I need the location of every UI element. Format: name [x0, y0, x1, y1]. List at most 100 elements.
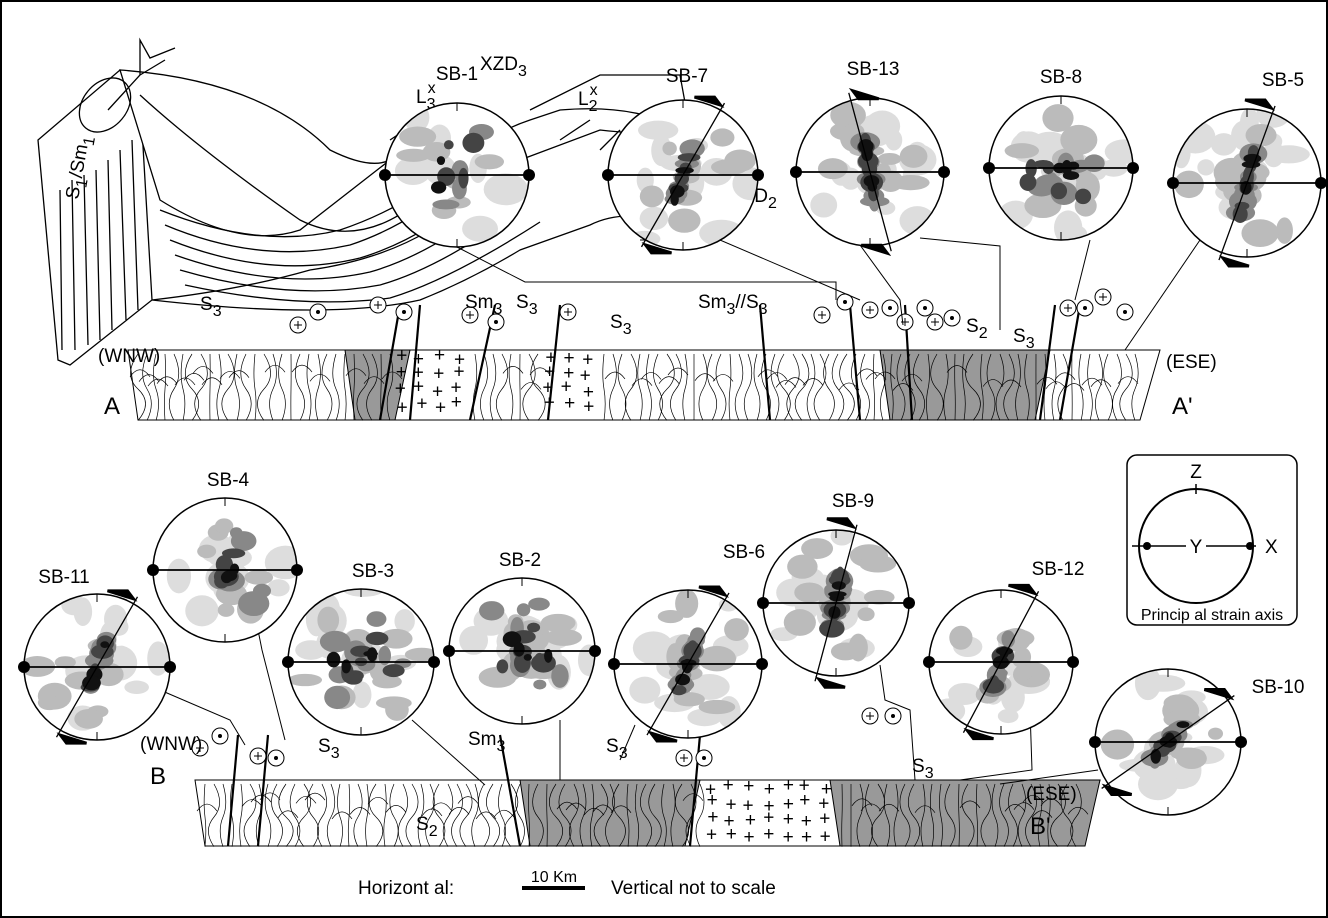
pluton-cross: +	[801, 827, 812, 848]
pluton-cross: +	[743, 827, 754, 848]
density-blob	[533, 680, 546, 690]
density-blob	[545, 629, 582, 646]
density-blob	[437, 156, 445, 165]
net-point	[757, 597, 769, 609]
label-base: S	[200, 294, 213, 315]
density-blob	[998, 709, 1019, 723]
pluton-cross: +	[395, 378, 406, 399]
density-blob	[668, 208, 700, 232]
density-blob	[662, 142, 676, 156]
density-blob	[353, 681, 372, 708]
kinematic-mark	[702, 756, 706, 760]
density-blob	[1005, 143, 1039, 158]
density-blob	[1197, 159, 1214, 175]
pluton-cross: +	[564, 393, 575, 414]
net-point	[428, 656, 440, 668]
label-base: S	[1013, 326, 1026, 347]
density-blob	[327, 652, 341, 668]
density-blob	[288, 674, 322, 686]
net-label: SB-6	[723, 542, 765, 563]
density-blob	[996, 647, 1013, 655]
net-point	[1167, 177, 1179, 189]
density-blob	[1075, 189, 1091, 205]
pluton-cross: +	[706, 825, 717, 846]
net-point	[147, 564, 159, 576]
legend-label: Y	[1190, 537, 1203, 558]
label-sup: x	[590, 82, 598, 99]
pluton-cross: +	[451, 392, 462, 413]
net-point	[291, 564, 303, 576]
pluton-cross: +	[435, 397, 446, 418]
net-label: SB-11	[38, 567, 89, 588]
density-blob	[462, 133, 484, 153]
net-point	[903, 597, 915, 609]
density-blob	[1013, 655, 1028, 668]
scale-bar-label: 10 Km	[531, 869, 577, 886]
kinematic-mark	[1083, 306, 1087, 310]
density-blob	[671, 685, 686, 695]
pluton-cross: +	[783, 775, 794, 796]
net-point	[18, 661, 30, 673]
density-blob	[878, 153, 901, 165]
density-blob	[444, 140, 454, 149]
density-blob	[658, 610, 684, 623]
density-blob	[849, 634, 868, 662]
label-sub: 3	[619, 745, 628, 762]
label-sub: 3	[518, 63, 527, 80]
kinematic-mark	[891, 714, 895, 718]
label-sub: 3	[727, 301, 736, 318]
label-base: S	[516, 292, 529, 313]
density-blob	[317, 607, 339, 634]
density-blob	[640, 185, 664, 207]
net-point	[589, 645, 601, 657]
label-sub: 3	[331, 745, 340, 762]
net-point	[1089, 736, 1101, 748]
pluton-cross: +	[763, 824, 774, 845]
density-blob	[1176, 748, 1207, 769]
density-blob	[383, 664, 405, 677]
pluton-cross: +	[583, 397, 594, 418]
pluton-cross: +	[726, 824, 737, 845]
kinematic-mark	[888, 306, 892, 310]
direction: (WNW)	[140, 734, 202, 755]
net-label: SB-5	[1262, 70, 1304, 91]
density-blob	[514, 642, 525, 656]
density-blob	[1084, 154, 1105, 172]
density-blob	[784, 609, 816, 636]
legend-label: X	[1265, 537, 1278, 558]
density-blob	[859, 555, 896, 572]
net-point	[282, 656, 294, 668]
kinematic-mark	[1123, 310, 1127, 314]
density-blob	[528, 598, 550, 611]
net-point	[443, 645, 455, 657]
net-point	[756, 658, 768, 670]
pluton-cross: +	[416, 393, 427, 414]
net-point	[752, 169, 764, 181]
net-label: SB-3	[352, 561, 394, 582]
direction: (WNW)	[98, 346, 160, 367]
label-sub: 3	[925, 765, 934, 782]
density-blob	[1034, 160, 1053, 168]
density-blob	[1177, 721, 1190, 728]
density-blob	[124, 681, 149, 694]
label-sub: 2	[589, 98, 598, 115]
density-blob	[527, 623, 540, 633]
density-blob	[475, 154, 504, 169]
net-label: SB-13	[847, 59, 900, 80]
density-blob	[431, 181, 446, 193]
density-blob	[1241, 219, 1278, 247]
net-label: SB-10	[1252, 677, 1305, 698]
density-blob	[244, 570, 273, 585]
label-sub: 3	[494, 301, 503, 318]
label-base: S	[606, 736, 619, 757]
kinematic-mark	[402, 310, 406, 314]
density-blob	[1051, 183, 1067, 200]
label-sub: 3	[623, 321, 632, 338]
section-end: B	[150, 763, 166, 790]
label-sub: 3	[497, 738, 506, 755]
label-sub: 2	[768, 195, 777, 212]
density-blob	[638, 121, 678, 140]
net-point	[1315, 177, 1327, 189]
density-blob	[1208, 728, 1223, 740]
legend-label: Z	[1190, 462, 1202, 483]
